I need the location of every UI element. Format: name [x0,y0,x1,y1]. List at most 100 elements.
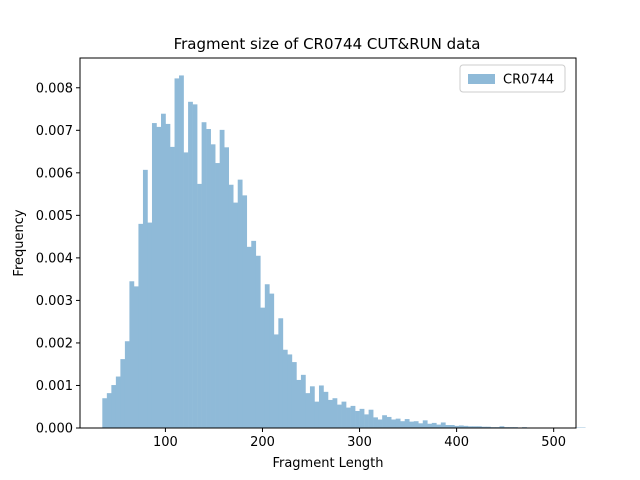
histogram-bar [201,122,207,428]
y-tick-label: 0.003 [36,294,73,309]
histogram-bar [102,398,108,428]
histogram-bar [224,147,229,428]
histogram-bar [463,425,469,428]
x-tick-label: 500 [541,435,566,450]
histogram-bar [255,255,261,428]
legend-label: CR0744 [503,73,554,88]
histogram-bar [350,405,356,428]
histogram-bar [165,123,171,429]
histogram-bar [233,202,239,428]
histogram-bar [458,425,464,428]
histogram-bar [355,410,360,428]
histogram-bar [206,129,211,428]
histogram-bar [183,152,189,428]
histogram-bar [427,423,433,428]
histogram-bar [260,307,266,428]
histogram-bar [246,246,252,428]
histogram-bar [210,144,216,428]
histogram-bar [400,421,406,428]
histogram-bar [188,101,193,429]
histogram-bar [485,426,491,428]
histogram-bar [409,421,415,428]
histogram-bar [337,404,342,428]
histogram-bar [476,426,482,428]
histogram-bar [237,179,243,428]
axes-group: 100 200 300 400 500 0.000 0.001 0.002 0.003 0.004… [36,57,577,450]
histogram-bar [251,240,257,428]
histogram-bar [377,419,383,428]
histogram-bar [332,398,338,428]
histogram-bar [472,426,478,428]
bars-group [102,75,586,429]
histogram-bar [323,391,329,428]
histogram-bar [300,374,306,428]
histogram-bar [111,385,117,428]
histogram-bar [264,284,270,428]
histogram-bar [120,359,126,428]
histogram-bar [269,293,275,428]
y-tick-label: 0.000 [36,422,73,437]
x-tick-label: 100 [153,435,178,450]
histogram-bar [499,426,505,428]
histogram-bar [445,425,451,428]
histogram-bar [151,123,157,428]
chart-title: Fragment size of CR0744 CUT&RUN data [174,35,481,53]
histogram-bar [278,318,284,428]
histogram-bar [418,423,424,428]
histogram-bar [467,426,473,428]
histogram-bar [386,416,392,428]
histogram-bar [359,408,365,428]
histogram-bar [404,419,410,428]
histogram-bar [328,399,333,428]
histogram-bar [138,223,144,428]
histogram-bar [133,286,139,428]
y-tick-label: 0.004 [36,251,73,266]
histogram-bar [179,75,184,428]
x-tick-label: 400 [444,435,469,450]
y-tick-label: 0.002 [36,336,73,351]
histogram-bar [296,379,302,428]
histogram-bar [170,146,175,428]
histogram-bar [395,418,401,428]
histogram-bar [314,401,320,428]
histogram-bar [449,425,455,428]
histogram-bar [368,409,374,428]
x-axis-label: Fragment Length [272,456,383,471]
plot-frame [79,57,577,429]
x-tick-label: 300 [347,435,372,450]
histogram-bar [161,113,166,429]
histogram-bar [192,104,198,429]
histogram-bar [115,376,121,428]
x-tick-label: 200 [250,435,275,450]
histogram-bar [106,393,112,428]
legend: CR0744 [459,64,566,93]
y-tick-label: 0.005 [36,209,73,224]
histogram-bar [197,183,202,428]
histogram-bar [436,424,442,428]
histogram-bar [219,129,225,428]
y-tick-label: 0.007 [36,124,73,139]
histogram-bar [142,169,148,428]
y-tick-label: 0.008 [36,81,73,96]
histogram-bar [481,426,487,428]
histogram-bar [129,281,135,428]
histogram-bar [373,417,378,428]
histogram-bar [215,163,220,429]
histogram-bar [291,362,297,428]
histogram-bar [282,349,288,428]
histogram-bar [341,401,347,428]
histogram-bar [174,78,180,428]
histogram-bar [382,415,387,428]
histogram-bar [156,126,162,429]
histogram-bar [242,195,248,428]
histogram-bar [228,184,234,428]
histogram-bar [124,341,130,428]
histogram-bar [309,386,315,428]
legend-swatch [468,74,495,84]
histogram-bar [391,419,396,428]
histogram-bar [413,421,419,428]
histogram-bar [440,422,446,428]
histogram-bar [273,334,279,428]
histogram-bar [305,393,311,428]
